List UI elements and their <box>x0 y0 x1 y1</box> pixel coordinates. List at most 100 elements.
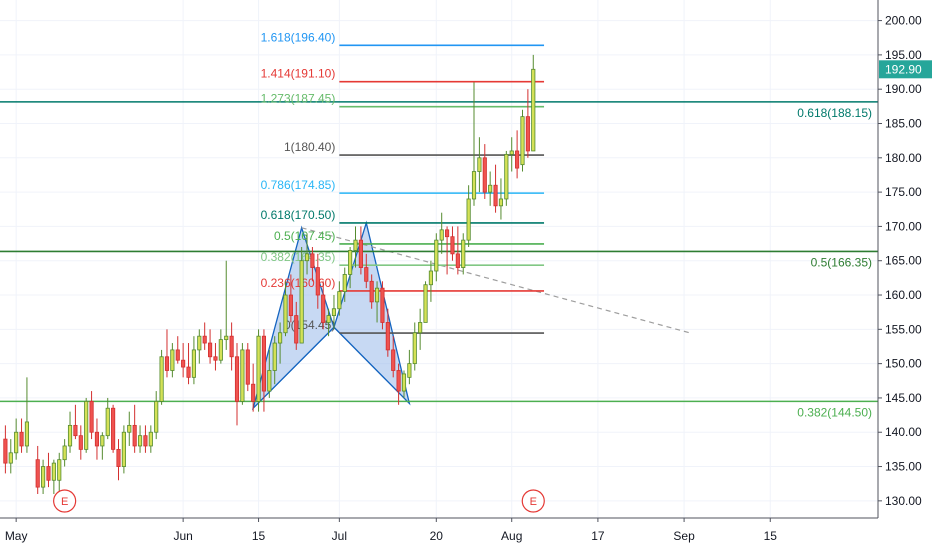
candle-body <box>154 400 159 433</box>
candle <box>331 295 337 330</box>
candle-body <box>218 339 223 361</box>
horizontal-level-label: 0.382(144.50) <box>797 405 872 419</box>
candle <box>143 425 148 453</box>
candle <box>202 322 207 350</box>
candle <box>14 418 19 460</box>
candle-body <box>67 424 73 447</box>
candle <box>482 144 487 199</box>
horizontal-level-label: 0.618(188.15) <box>797 106 872 120</box>
candle <box>267 349 272 398</box>
candle <box>304 233 310 275</box>
candle <box>342 267 347 302</box>
candle <box>283 281 288 337</box>
candle-body <box>439 229 444 241</box>
candle <box>181 343 186 378</box>
candle <box>310 246 315 282</box>
time-tick-label: 15 <box>764 529 778 543</box>
candle <box>8 439 13 474</box>
candle-body <box>337 291 342 310</box>
time-tick-label: May <box>5 529 28 543</box>
candle-body <box>164 356 170 371</box>
candle <box>127 411 132 446</box>
candle-body <box>159 356 164 402</box>
candle <box>493 164 498 213</box>
candle-body <box>3 438 8 464</box>
candle <box>272 336 277 385</box>
candle-body <box>78 435 83 450</box>
fib-levels: 1.618(196.40) 1.414(191.10) 1.273(187.45) 1… <box>261 30 545 334</box>
candle <box>191 336 196 385</box>
candle-body <box>450 236 455 255</box>
candle-body <box>186 366 191 378</box>
candle <box>509 137 514 172</box>
candle <box>208 329 213 364</box>
candle <box>294 301 299 350</box>
candle <box>111 404 116 453</box>
candle <box>159 349 164 405</box>
candle-body <box>175 349 180 361</box>
candle-body <box>41 466 46 488</box>
candle-body <box>353 239 358 251</box>
candle-body <box>267 370 272 392</box>
candle <box>477 137 482 193</box>
candle-body <box>477 157 482 172</box>
price-tick-label: 185.00 <box>885 116 922 130</box>
candle-body <box>428 270 433 286</box>
candle <box>154 391 159 440</box>
candle <box>251 363 256 412</box>
candle-body <box>73 424 78 437</box>
candle <box>407 349 412 385</box>
candle <box>35 445 40 494</box>
candle-body <box>35 459 40 488</box>
candle <box>471 82 477 206</box>
candle <box>94 418 100 460</box>
candle <box>434 233 439 282</box>
time-tick-label: 15 <box>252 529 266 543</box>
candle-body <box>455 253 460 268</box>
candle-body <box>100 435 105 447</box>
candle <box>3 425 8 474</box>
candle <box>175 336 180 364</box>
fib-level-label: 1.273(187.45) <box>261 92 336 106</box>
candle-body <box>326 315 331 323</box>
candle <box>423 281 428 323</box>
earnings-marker-label: E <box>61 496 68 508</box>
candle <box>164 329 170 378</box>
horizontal-level-label: 0.5(166.35) <box>811 255 872 269</box>
candle <box>326 308 331 337</box>
candle <box>256 329 261 412</box>
candle <box>73 404 78 440</box>
candle <box>396 363 401 405</box>
time-tick-label: Aug <box>501 529 522 543</box>
candle-body <box>89 400 94 433</box>
candle <box>41 459 46 494</box>
candle <box>385 308 390 357</box>
candle-body <box>24 421 30 447</box>
candle <box>57 452 62 494</box>
candle-body <box>234 356 240 402</box>
pattern-leg-xb <box>252 326 335 409</box>
candle-body <box>391 349 396 371</box>
candle <box>278 322 283 364</box>
candle-body <box>401 373 407 392</box>
candle <box>62 439 67 467</box>
candle-body <box>520 116 525 166</box>
candle-body <box>385 322 390 351</box>
price-tick-label: 150.00 <box>885 357 922 371</box>
candle <box>321 281 326 330</box>
candle <box>224 260 229 350</box>
candle-body <box>299 260 304 344</box>
candle <box>401 370 407 398</box>
fib-level-label: 0.382(164.35) <box>261 250 336 264</box>
candle-body <box>170 349 175 371</box>
last-price-tag: 192.90 <box>879 60 932 79</box>
price-tick-label: 160.00 <box>885 288 922 302</box>
candle <box>439 212 444 254</box>
fib-level-label: 1(180.40) <box>284 140 335 154</box>
earnings-marker-icon <box>521 489 545 513</box>
candle <box>51 459 56 494</box>
fib-level-label: 1.618(196.40) <box>261 30 336 44</box>
earnings-marker-icon <box>53 489 77 513</box>
